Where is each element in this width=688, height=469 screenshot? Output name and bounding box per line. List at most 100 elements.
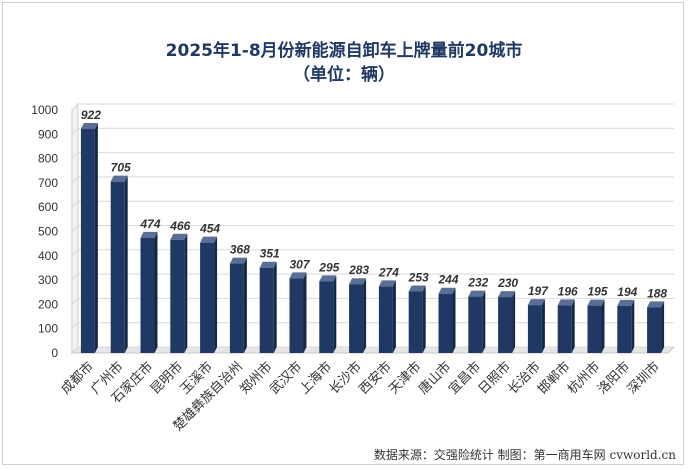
data-label: 195 (587, 285, 607, 299)
gridlines (70, 102, 676, 355)
data-label: 232 (467, 276, 488, 290)
data-label: 351 (260, 247, 280, 261)
bar-side (631, 299, 635, 353)
bar-front (408, 291, 423, 353)
bar-top (378, 280, 396, 287)
y-tick-label: 700 (38, 176, 58, 190)
bar (140, 231, 158, 353)
bar-front (378, 286, 393, 353)
data-label: 922 (81, 108, 101, 122)
x-tick-label: 洛阳市 (594, 359, 633, 398)
x-tick-label: 长沙市 (326, 359, 365, 398)
data-label: 194 (617, 285, 637, 299)
bar-front (587, 305, 602, 353)
bars (80, 122, 665, 353)
data-label: 295 (318, 260, 339, 274)
bar-side (214, 236, 218, 353)
y-tick-label: 400 (38, 249, 58, 263)
bar-front (557, 305, 572, 353)
chart-title: 2025年1-8月份新能源自卸车上牌量前20城市 (165, 41, 523, 61)
y-tick-label: 1000 (31, 103, 58, 117)
bar-side (541, 299, 545, 353)
data-label: 230 (497, 276, 518, 290)
data-label: 283 (348, 263, 369, 277)
y-tick-label: 100 (38, 322, 58, 336)
bar-top (408, 285, 426, 292)
gridline (71, 127, 674, 135)
bar-side (392, 280, 396, 353)
bar-top (170, 233, 188, 240)
x-tick-label: 邯郸市 (535, 359, 574, 398)
x-tick-label: 郑州市 (237, 359, 276, 398)
chart-subtitle: （单位：辆） (293, 65, 395, 85)
bar-front (438, 293, 453, 353)
data-label: 454 (199, 222, 220, 236)
bar-side (333, 275, 337, 353)
bar (527, 299, 545, 353)
gridline (71, 322, 674, 330)
bar-side (243, 257, 247, 353)
bar-top (617, 299, 635, 306)
bar-side (512, 291, 516, 353)
data-label: 196 (558, 284, 578, 298)
data-source-note: 数据来源：交强险统计 制图：第一商用车网 cvworld.cn (373, 448, 676, 462)
bar (200, 236, 218, 353)
y-tick-label: 0 (51, 346, 58, 360)
x-tick-label: 西安市 (356, 359, 395, 398)
bar-top (80, 122, 98, 129)
bar-side (482, 290, 486, 353)
data-label: 466 (169, 219, 190, 233)
bar-front (617, 305, 632, 353)
bar (617, 299, 635, 353)
bar-side (571, 299, 575, 353)
bar-top (557, 299, 575, 306)
gridline (71, 103, 674, 111)
bar-top (647, 301, 665, 308)
data-label: 705 (111, 161, 131, 175)
y-tick-label: 800 (38, 152, 58, 166)
bar-top (200, 236, 218, 243)
data-label: 253 (408, 271, 429, 285)
bar-front (468, 296, 483, 353)
bar-side (363, 278, 367, 353)
bar-front (229, 263, 244, 353)
bar-side (422, 285, 426, 353)
x-tick-label: 宜昌市 (445, 359, 484, 398)
gridline (71, 152, 674, 159)
bar (647, 301, 665, 353)
data-labels: 922 705 474 466 454 368 351 307 295 283 274 253 244 2… (81, 108, 668, 300)
bar-side (661, 301, 665, 353)
y-tick-label: 600 (38, 200, 58, 214)
bar-front (80, 128, 95, 353)
bar-top (498, 291, 516, 298)
bar-top (229, 257, 247, 264)
bar (557, 299, 575, 353)
bar-front (110, 181, 125, 353)
gridline (71, 249, 674, 257)
bar-front (140, 237, 155, 353)
bar (349, 278, 367, 353)
bar (259, 261, 277, 353)
y-tick-label: 300 (38, 273, 58, 287)
data-label: 188 (647, 286, 667, 300)
data-label: 368 (230, 243, 250, 257)
bar-side (94, 122, 98, 353)
gridline (71, 273, 674, 281)
bar-side (184, 233, 188, 353)
x-tick-label: 天津市 (386, 359, 425, 398)
x-tick-label: 长治市 (505, 359, 544, 398)
bar-top (438, 287, 456, 294)
bar (587, 299, 605, 353)
bar (438, 287, 456, 353)
y-tick-label: 200 (38, 297, 58, 311)
floor (70, 346, 676, 354)
bar-front (319, 281, 334, 353)
x-tick-label: 武汉市 (266, 359, 305, 398)
bar (468, 290, 486, 353)
x-tick-label: 昆明市 (147, 359, 186, 398)
bar (289, 272, 307, 353)
bar-side (124, 175, 128, 353)
bar-top (289, 272, 307, 279)
bar-side (303, 272, 307, 353)
